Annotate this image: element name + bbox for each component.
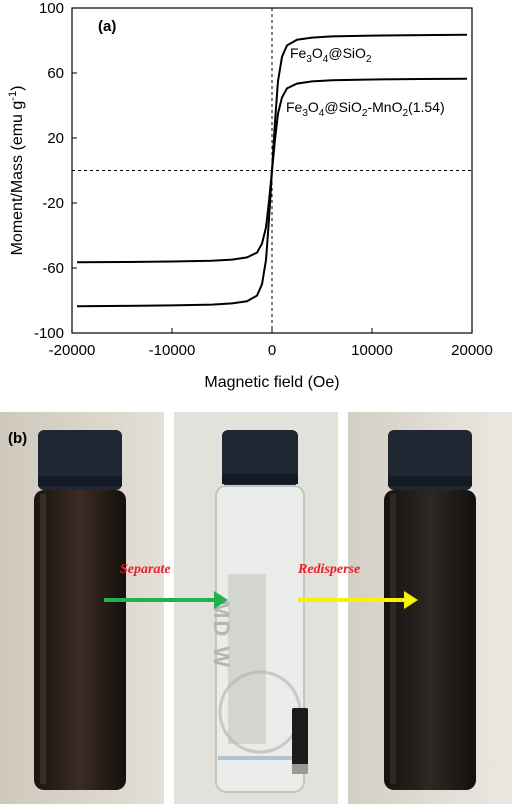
- photo-redispersed-vial: [348, 412, 512, 804]
- panel-b-label: (b): [8, 430, 28, 447]
- redisperse-label: Redisperse: [298, 562, 361, 577]
- series-label-2: Fe3O4@SiO2-MnO2(1.54): [286, 99, 445, 119]
- y-tick-label: 20: [47, 130, 64, 147]
- y-tick-label: 100: [39, 0, 64, 17]
- vial-photos: MD W (b) Separate Redisperse: [0, 412, 512, 804]
- series-label-1: Fe3O4@SiO2: [290, 45, 372, 65]
- x-axis-label: Magnetic field (Oe): [204, 374, 339, 391]
- x-tick-label: -10000: [149, 342, 196, 359]
- redisperse-arrow: [298, 591, 418, 609]
- magnetization-chart: -20000 -10000 0 10000 20000 100 60 20 -20 -60 -100…: [0, 0, 512, 400]
- separate-label: Separate: [120, 562, 171, 577]
- separate-arrow: [104, 591, 228, 609]
- y-axis-label: Moment/Mass (emu g-1): [7, 86, 26, 256]
- y-tick-label: 60: [47, 65, 64, 82]
- x-tick-label: 20000: [451, 342, 493, 359]
- x-tick-label: 0: [268, 342, 276, 359]
- y-tick-label: -60: [42, 260, 64, 277]
- x-tick-label: -20000: [49, 342, 96, 359]
- y-tick-label: -20: [42, 195, 64, 212]
- photo-separated-vial: MD W: [174, 412, 338, 804]
- panel-a-label: (a): [98, 18, 117, 35]
- vial-print-text: MD W: [209, 600, 234, 670]
- x-tick-label: 10000: [351, 342, 393, 359]
- y-tick-label: -100: [34, 325, 64, 342]
- chart-svg: -20000 -10000 0 10000 20000 100 60 20 -20 -60 -100…: [7, 0, 493, 391]
- photo-dispersed-vial: [0, 412, 164, 804]
- series-line-2: [76, 77, 468, 264]
